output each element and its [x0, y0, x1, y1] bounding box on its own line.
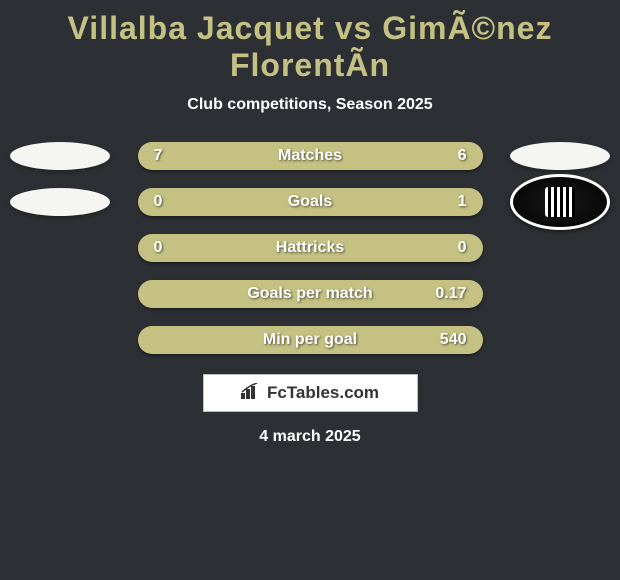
stat-value-right: 0 — [437, 239, 467, 257]
brand-box[interactable]: FcTables.com — [203, 374, 418, 412]
stat-value-right: 6 — [437, 147, 467, 165]
stat-row: 0 Hattricks 0 — [0, 234, 620, 262]
brand-text: FcTables.com — [267, 383, 379, 403]
ellipse-logo-icon — [10, 188, 110, 216]
stat-bar: 0 Goals 1 — [138, 188, 483, 216]
stat-row: Goals per match 0.17 — [0, 280, 620, 308]
date-text: 4 march 2025 — [0, 428, 620, 446]
stat-value-left: 0 — [154, 193, 184, 211]
stats-list: 7 Matches 6 0 Goals 1 0 Hattricks 0 Goals per mat… — [0, 142, 620, 354]
club-libertad-logo-icon — [510, 174, 610, 230]
stat-bar: Min per goal 540 — [138, 326, 483, 354]
stat-label: Min per goal — [263, 331, 357, 349]
stat-row: Min per goal 540 — [0, 326, 620, 354]
team-logo-left — [5, 188, 115, 216]
stat-bar: Goals per match 0.17 — [138, 280, 483, 308]
stat-label: Goals — [288, 193, 332, 211]
stat-label: Matches — [278, 147, 342, 165]
stat-value-right: 540 — [437, 331, 467, 349]
ellipse-logo-icon — [510, 142, 610, 170]
stat-row: 0 Goals 1 — [0, 188, 620, 216]
stat-row: 7 Matches 6 — [0, 142, 620, 170]
team-logo-right — [505, 142, 615, 170]
stat-value-right: 0.17 — [435, 285, 466, 303]
stat-value-left: 7 — [154, 147, 184, 165]
team-logo-right — [505, 174, 615, 230]
chart-icon — [241, 383, 261, 404]
stat-bar: 0 Hattricks 0 — [138, 234, 483, 262]
stat-value-left: 0 — [154, 239, 184, 257]
stat-bar: 7 Matches 6 — [138, 142, 483, 170]
page-title: Villalba Jacquet vs GimÃ©nez FlorentÃ­n — [0, 10, 620, 84]
comparison-container: Villalba Jacquet vs GimÃ©nez FlorentÃ­n … — [0, 0, 620, 456]
team-logo-left — [5, 142, 115, 170]
stat-value-right: 1 — [437, 193, 467, 211]
subtitle: Club competitions, Season 2025 — [0, 96, 620, 114]
stat-label: Goals per match — [247, 285, 372, 303]
ellipse-logo-icon — [10, 142, 110, 170]
stat-label: Hattricks — [276, 239, 344, 257]
